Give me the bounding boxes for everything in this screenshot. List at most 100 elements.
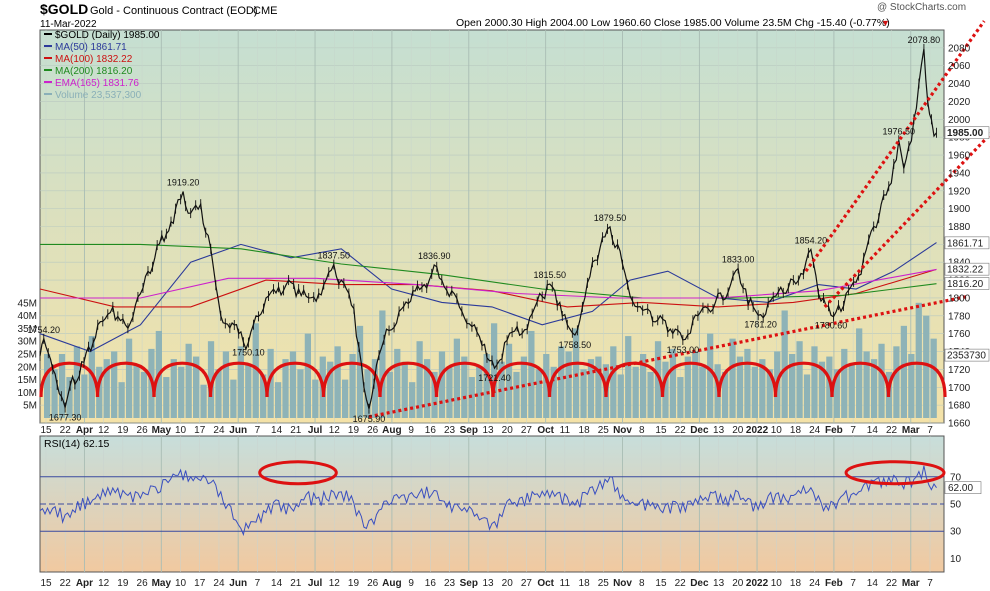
volume-tick-label: 40M: [18, 311, 37, 322]
volume-bar: [327, 361, 334, 418]
volume-bar: [438, 351, 446, 418]
volume-bar: [721, 371, 729, 418]
volume-bar: [550, 366, 557, 418]
value-tag: 1816.20: [947, 279, 984, 290]
x-tick-label: 20: [732, 425, 744, 436]
price-tick-label: 2020: [948, 97, 971, 108]
cycle-arc: [378, 361, 439, 398]
volume-bar: [103, 359, 110, 418]
x-tick-label: 27: [521, 425, 533, 436]
rsi-x-tick-label: 8: [639, 578, 645, 589]
volume-tick-label: 25M: [18, 350, 37, 361]
x-tick-label: Oct: [537, 425, 554, 436]
volume-bar: [915, 302, 922, 418]
x-tick-label: 16: [425, 425, 437, 436]
rsi-x-tick-label: 14: [271, 578, 283, 589]
x-tick-label: 26: [367, 425, 379, 436]
volume-bar: [252, 323, 259, 418]
x-tick-label: 13: [482, 425, 494, 436]
x-tick-label: 19: [117, 425, 129, 436]
volume-bar: [811, 346, 818, 418]
rsi-x-tick-label: 13: [482, 578, 494, 589]
price-label: 1833.00: [722, 254, 755, 264]
volume-bar: [289, 351, 297, 418]
volume-bar: [707, 333, 714, 418]
x-tick-label: 15: [655, 425, 667, 436]
volume-bar: [640, 354, 647, 418]
rsi-tick-label: 50: [950, 500, 962, 511]
x-tick-label: 10: [175, 425, 187, 436]
rsi-x-tick-label: 26: [367, 578, 379, 589]
legend-entry: MA(50) 1861.71: [55, 42, 127, 53]
price-label: 1758.50: [559, 340, 592, 350]
x-tick-label: 9: [408, 425, 414, 436]
price-label: 1675.90: [353, 414, 386, 424]
x-tick-label: 12: [329, 425, 341, 436]
volume-bar: [133, 364, 140, 418]
rsi-x-tick-label: Oct: [537, 578, 554, 589]
volume-bar: [520, 356, 528, 418]
price-label: 1781.20: [744, 320, 777, 330]
x-tick-label: Dec: [690, 425, 709, 436]
x-tick-label: 24: [809, 425, 821, 436]
x-tick-label: 19: [348, 425, 360, 436]
price-label: 1677.30: [49, 413, 82, 423]
rsi-x-tick-label: Nov: [613, 578, 632, 589]
chart-date: 11-Mar-2022: [40, 19, 97, 30]
price-labels: 1754.20 1677.30 1919.20 1750.10 1837.50 1675.…: [27, 35, 940, 424]
rsi-x-tick-label: Jul: [308, 578, 323, 589]
price-tick-label: 1800: [948, 293, 971, 304]
volume-bar: [833, 369, 840, 418]
x-tick-label: 12: [98, 425, 110, 436]
price-tick-label: 2060: [948, 61, 971, 72]
rsi-x-tick-label: 17: [194, 578, 206, 589]
price-label: 1836.90: [418, 251, 451, 261]
rsi-x-tick-label: 20: [502, 578, 514, 589]
cycle-arc: [830, 361, 891, 398]
price-label: 1721.40: [478, 373, 511, 383]
legend-entry: MA(200) 1816.20: [55, 66, 133, 77]
rsi-x-tick-label: Apr: [76, 578, 93, 589]
cycle-arc: [39, 361, 100, 398]
volume-bar: [908, 354, 915, 418]
volume-bar: [684, 356, 691, 418]
volume-bar: [58, 354, 66, 418]
value-tag-box: [944, 126, 990, 140]
x-tick-label: May: [152, 425, 172, 436]
legend-entry: $GOLD (Daily) 1985.00: [55, 30, 160, 41]
rsi-x-tick-label: 23: [444, 578, 456, 589]
volume-bar: [535, 369, 542, 418]
price-label: 1815.50: [533, 270, 566, 280]
x-tick-label: 14: [867, 425, 879, 436]
value-tags: 1985.00 1861.71 1832.22 1816.20 2353730: [944, 126, 990, 362]
x-tick-label: 8: [639, 425, 645, 436]
x-tick-label: 22: [675, 425, 687, 436]
volume-bar: [342, 379, 349, 418]
cycle-arc: [717, 361, 778, 398]
x-tick-label: Apr: [76, 425, 93, 436]
rsi-x-tick-label: 24: [809, 578, 821, 589]
price-tick-label: 1780: [948, 311, 971, 322]
volume-bar: [677, 377, 684, 418]
x-tick-label: 18: [790, 425, 802, 436]
price-tick-label: 2040: [948, 79, 971, 90]
volume-bar: [125, 338, 133, 418]
x-tick-label: 20: [502, 425, 514, 436]
volume-bar: [565, 351, 572, 418]
volume-bar: [230, 379, 237, 418]
volume-tick-label: 10M: [18, 388, 37, 399]
rsi-x-tick-label: 12: [329, 578, 341, 589]
volume-bar: [759, 359, 766, 418]
rsi-x-tick-label: Sep: [460, 578, 478, 589]
rsi-x-tick-label: 15: [655, 578, 667, 589]
volume-bar: [356, 325, 364, 418]
chart-exchange: CME: [253, 5, 277, 17]
volume-bar: [818, 361, 826, 418]
volume-bar: [386, 371, 393, 418]
rsi-x-tick-label: Aug: [382, 578, 401, 589]
value-tag-box: [944, 348, 990, 362]
price-tick-label: 1660: [948, 419, 971, 430]
price-label: 1837.50: [318, 250, 351, 260]
ohlc-readout: Open 2000.30 High 2004.00 Low 1960.60 Cl…: [456, 17, 890, 29]
rsi-x-tick-label: 22: [60, 578, 72, 589]
